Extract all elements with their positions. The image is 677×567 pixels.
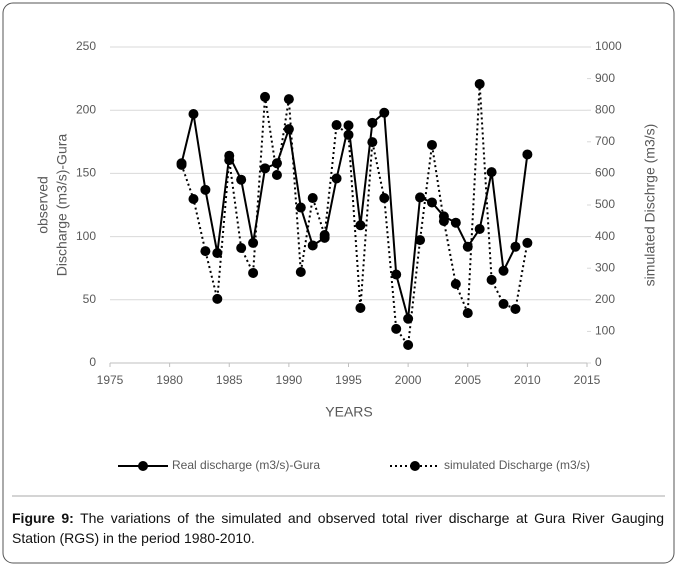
x-tick-label: 2015: [574, 373, 601, 387]
x-tick-label: 1980: [156, 373, 183, 387]
y2-tick-label: 600: [595, 166, 615, 180]
point: [200, 246, 211, 257]
point: [248, 237, 259, 248]
y2-label: simulated Dischrge (m3/s): [642, 124, 658, 287]
point: [415, 192, 426, 203]
point: [426, 197, 437, 208]
point: [200, 184, 211, 195]
legend-marker: [410, 461, 420, 471]
point: [331, 173, 342, 184]
point: [271, 169, 282, 180]
point: [415, 235, 426, 246]
point: [367, 137, 378, 148]
y-tick-label: 150: [76, 166, 96, 180]
y-tick-label: 50: [83, 292, 97, 306]
x-tick-label: 1995: [335, 373, 362, 387]
point: [379, 107, 390, 118]
x-tick-label: 2000: [395, 373, 422, 387]
caption-text: The variations of the simulated and obse…: [12, 510, 664, 546]
x-tick-label: 1985: [216, 373, 243, 387]
point: [248, 267, 259, 278]
point: [450, 217, 461, 228]
point: [391, 269, 402, 280]
point: [271, 158, 282, 169]
point: [212, 248, 223, 259]
point: [224, 155, 235, 166]
point: [379, 193, 390, 204]
point: [331, 120, 342, 131]
point: [283, 94, 294, 105]
point: [355, 303, 366, 314]
series-line: [180, 83, 529, 348]
y2-tick-label: 800: [595, 102, 615, 116]
point: [486, 274, 497, 285]
x-tick-label: 2005: [454, 373, 481, 387]
y2-tick-label: 200: [595, 292, 615, 306]
point: [176, 159, 187, 170]
point: [510, 303, 521, 314]
point: [343, 120, 354, 131]
point: [510, 241, 521, 252]
point: [188, 108, 199, 119]
x-tick-label: 2010: [514, 373, 541, 387]
point: [522, 237, 533, 248]
point: [283, 124, 294, 135]
point: [367, 117, 378, 128]
point: [260, 91, 271, 102]
point: [486, 167, 497, 178]
point: [260, 163, 271, 174]
point: [450, 279, 461, 289]
point: [188, 193, 199, 204]
x-tick-label: 1975: [97, 373, 124, 387]
point: [295, 202, 306, 213]
y-label-line2: Discharge (m3/s)-Gura: [54, 134, 70, 277]
y2-tick-label: 300: [595, 260, 615, 274]
y2-tick-label: 700: [595, 134, 615, 148]
point: [426, 139, 437, 150]
y-tick-label: 0: [89, 355, 96, 369]
y2-tick-label: 0: [595, 355, 602, 369]
y-tick-label: 100: [76, 229, 96, 243]
legend-label: Real discharge (m3/s)-Gura: [172, 458, 320, 472]
point: [236, 242, 247, 253]
point: [474, 224, 485, 235]
y2-tick-label: 500: [595, 197, 615, 211]
caption: Figure 9: The variations of the simulate…: [12, 508, 664, 548]
point: [307, 240, 318, 251]
y2-tick-label: 400: [595, 229, 615, 243]
point: [438, 216, 449, 227]
figure-label: Figure 9:: [12, 510, 74, 526]
y-tick-label: 200: [76, 102, 96, 116]
point: [307, 193, 318, 204]
y-label-line1: observed: [35, 176, 51, 234]
point: [295, 266, 306, 277]
point: [474, 78, 485, 89]
point: [212, 293, 223, 304]
point: [462, 308, 473, 319]
point: [355, 220, 366, 231]
x-tick-label: 1990: [276, 373, 303, 387]
y2-tick-label: 900: [595, 71, 615, 85]
x-label: YEARS: [325, 404, 372, 420]
y2-tick-label: 1000: [595, 39, 622, 53]
y-tick-label: 250: [76, 39, 96, 53]
legend-marker: [138, 461, 148, 471]
point: [343, 129, 354, 140]
point: [319, 230, 330, 241]
point: [403, 339, 414, 350]
point: [236, 174, 247, 185]
point: [498, 298, 509, 309]
legend-label: simulated Discharge (m3/s): [444, 458, 590, 472]
point: [391, 323, 402, 334]
point: [522, 149, 533, 160]
y2-tick-label: 100: [595, 324, 615, 338]
point: [498, 265, 509, 276]
